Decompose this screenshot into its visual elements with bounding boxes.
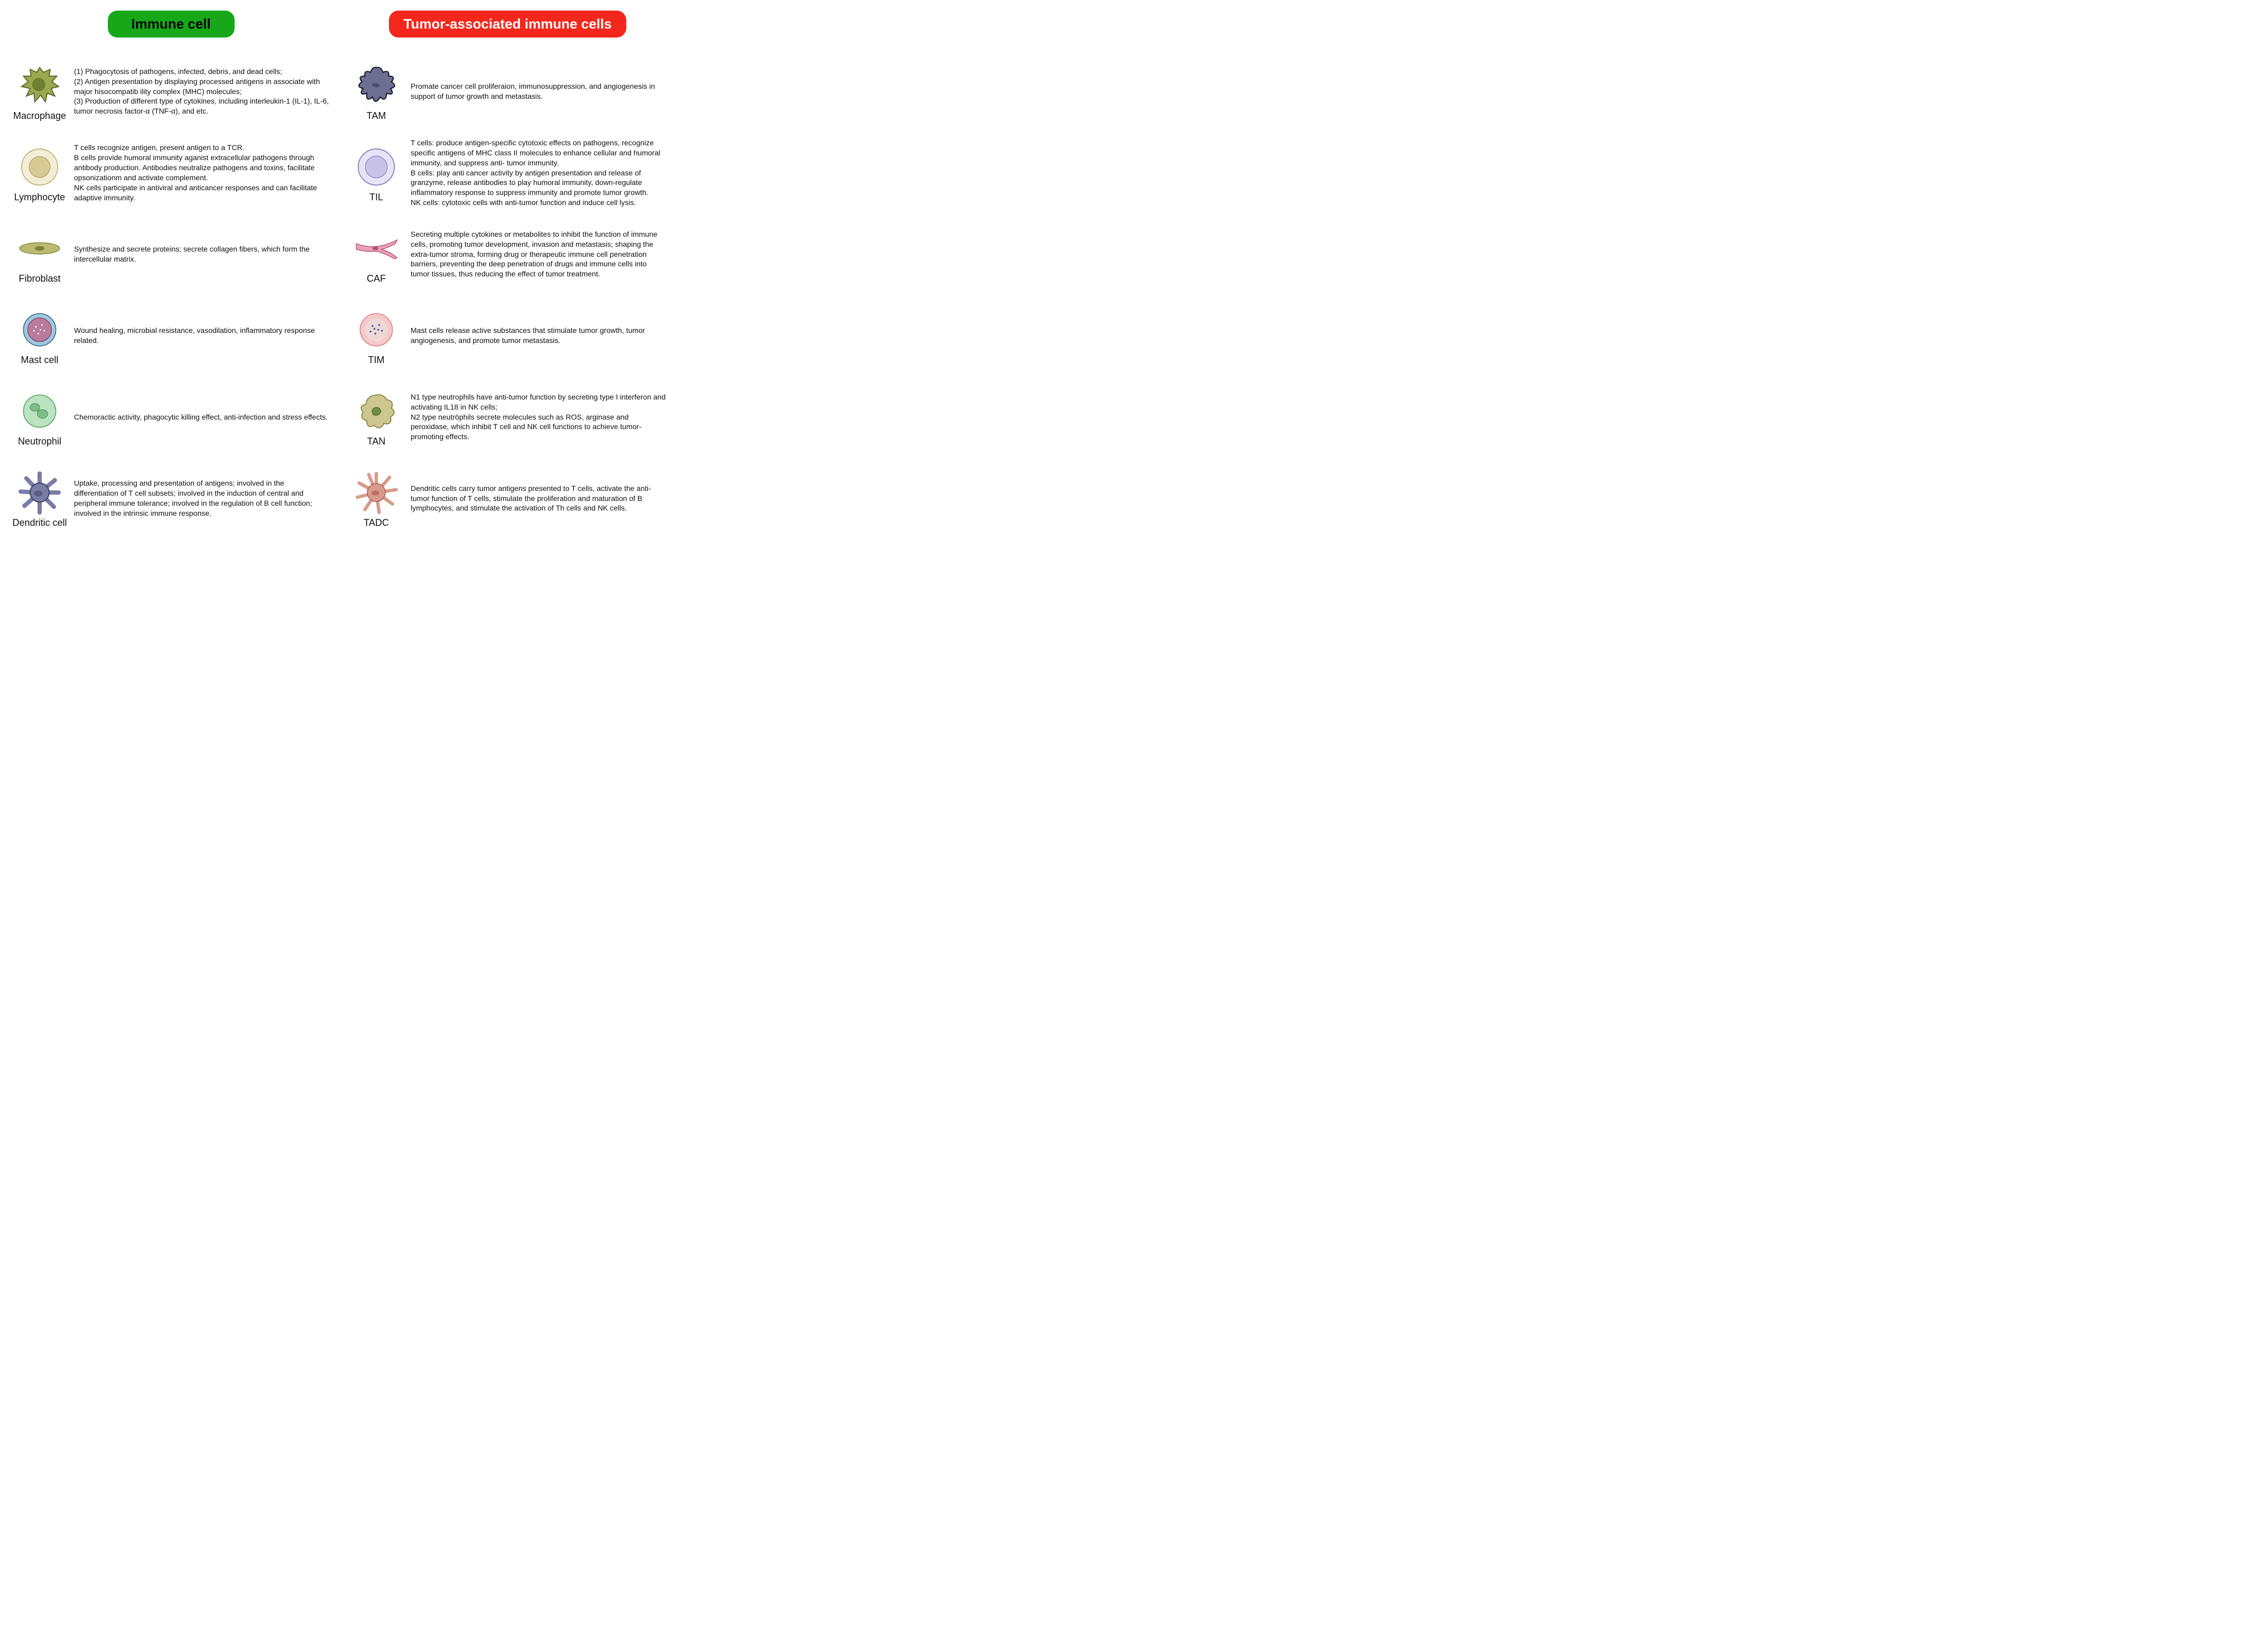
- macrophage-icon: [16, 62, 63, 109]
- macrophage-icon-wrap: Macrophage: [5, 62, 74, 122]
- dendritic-label: Dendritic cell: [12, 517, 67, 528]
- tan-desc: N1 type neutrophils have anti-tumor func…: [411, 392, 673, 442]
- infographic-columns: Immune cell Macrophage (1) Phagocytosis …: [5, 11, 673, 541]
- lymphocyte-icon-wrap: Lymphocyte: [5, 143, 74, 203]
- macrophage-desc: (1) Phagocytosis of pathogens, infected,…: [74, 67, 337, 116]
- tim-desc: Mast cells release active substances tha…: [411, 326, 673, 346]
- neutrophil-desc: Chemoractic activity, phagocytic killing…: [74, 412, 337, 422]
- tam-desc: Promate cancer cell proliferaion, immuno…: [411, 81, 673, 101]
- macrophage-label: Macrophage: [13, 110, 66, 122]
- tan-icon: [353, 387, 400, 435]
- row-til: TIL T cells: produce antigen-specific cy…: [342, 134, 673, 212]
- row-neutrophil: Neutrophil Chemoractic activity, phagocy…: [5, 378, 337, 456]
- til-icon: [353, 143, 400, 191]
- lymphocyte-label: Lymphocyte: [14, 192, 65, 203]
- immune-cell-column: Immune cell Macrophage (1) Phagocytosis …: [5, 11, 337, 541]
- til-icon-wrap: TIL: [342, 143, 411, 203]
- dendritic-icon-wrap: Dendritic cell: [5, 469, 74, 528]
- caf-icon: [353, 225, 400, 272]
- dendritic-desc: Uptake, processing and presentation of a…: [74, 478, 337, 518]
- row-macrophage: Macrophage (1) Phagocytosis of pathogens…: [5, 52, 337, 131]
- row-tim: TIM Mast cells release active substances…: [342, 296, 673, 375]
- tim-icon: [353, 306, 400, 354]
- tadc-icon-wrap: TADC: [342, 469, 411, 528]
- tam-icon-wrap: TAM: [342, 62, 411, 122]
- tadc-label: TADC: [364, 517, 389, 528]
- fibroblast-icon: [16, 225, 63, 272]
- tan-label: TAN: [367, 436, 386, 447]
- caf-icon-wrap: CAF: [342, 225, 411, 284]
- til-desc: T cells: produce antigen-specific cytoto…: [411, 138, 673, 208]
- fibroblast-desc: Synthesize and secrete proteins; secrete…: [74, 244, 337, 264]
- row-tan: TAN N1 type neutrophils have anti-tumor …: [342, 378, 673, 456]
- neutrophil-icon-wrap: Neutrophil: [5, 387, 74, 447]
- fibroblast-label: Fibroblast: [18, 273, 60, 284]
- caf-label: CAF: [367, 273, 386, 284]
- mastcell-desc: Wound healing, microbial resistance, vas…: [74, 326, 337, 346]
- tan-icon-wrap: TAN: [342, 387, 411, 447]
- mastcell-label: Mast cell: [21, 355, 58, 366]
- lymphocyte-icon: [16, 143, 63, 191]
- tim-label: TIM: [368, 355, 385, 366]
- fibroblast-icon-wrap: Fibroblast: [5, 225, 74, 284]
- tumor-header: Tumor-associated immune cells: [389, 11, 627, 38]
- lymphocyte-desc: T cells recognize antigen, present antig…: [74, 143, 337, 202]
- tim-icon-wrap: TIM: [342, 306, 411, 366]
- tam-icon: [353, 62, 400, 109]
- neutrophil-icon: [16, 387, 63, 435]
- row-tam: TAM Promate cancer cell proliferaion, im…: [342, 52, 673, 131]
- mastcell-icon-wrap: Mast cell: [5, 306, 74, 366]
- row-tadc: TADC Dendritic cells carry tumor antigen…: [342, 459, 673, 537]
- neutrophil-label: Neutrophil: [18, 436, 61, 447]
- row-caf: CAF Secreting multiple cytokines or meta…: [342, 215, 673, 293]
- dendritic-icon: [16, 469, 63, 516]
- tadc-desc: Dendritic cells carry tumor antigens pre…: [411, 484, 673, 514]
- row-lymphocyte: Lymphocyte T cells recognize antigen, pr…: [5, 134, 337, 212]
- til-label: TIL: [369, 192, 383, 203]
- row-dendritic: Dendritic cell Uptake, processing and pr…: [5, 459, 337, 537]
- immune-cell-header: Immune cell: [108, 11, 235, 38]
- row-mastcell: Mast cell Wound healing, microbial resis…: [5, 296, 337, 375]
- row-fibroblast: Fibroblast Synthesize and secrete protei…: [5, 215, 337, 293]
- tadc-icon: [353, 469, 400, 516]
- mastcell-icon: [16, 306, 63, 354]
- tam-label: TAM: [367, 110, 386, 122]
- tumor-associated-column: Tumor-associated immune cells TAM Promat…: [342, 11, 673, 541]
- caf-desc: Secreting multiple cytokines or metaboli…: [411, 229, 673, 279]
